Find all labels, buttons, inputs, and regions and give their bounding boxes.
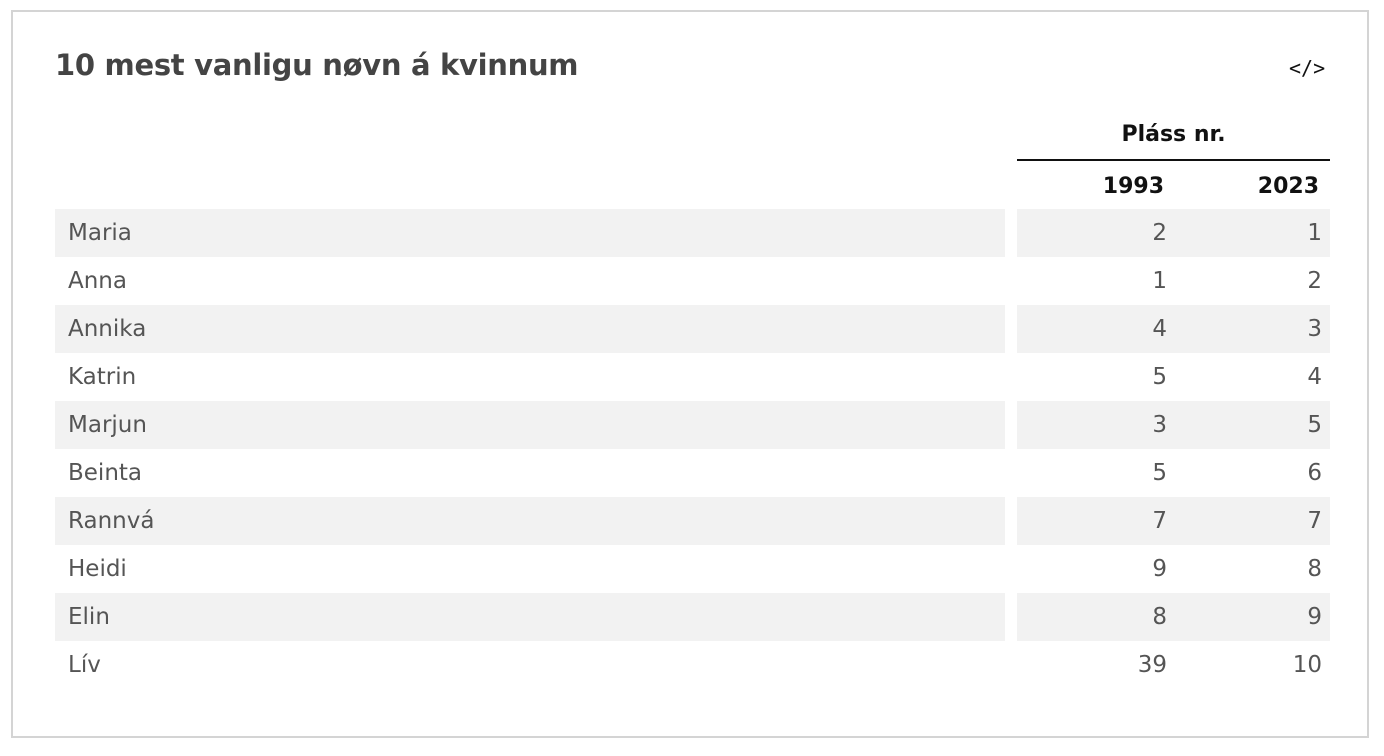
rank-2023-cell: 3 — [1307, 316, 1322, 342]
rank-2023-cell: 2 — [1307, 268, 1322, 294]
table-row: Elin 8 9 — [55, 593, 1330, 641]
rank-1993-cell: 4 — [1152, 316, 1167, 342]
group-header-divider — [1017, 159, 1330, 161]
column-header-1993: 1993 — [1102, 174, 1164, 199]
table-row: Rannvá 7 7 — [55, 497, 1330, 545]
table-row: Heidi 9 8 — [55, 545, 1330, 593]
name-cell: Maria — [55, 209, 1005, 257]
rank-2023-cell: 10 — [1292, 652, 1322, 678]
column-header-2023: 2023 — [1257, 174, 1319, 199]
code-embed-icon[interactable]: </> — [1289, 56, 1326, 80]
rank-1993-cell: 8 — [1152, 604, 1167, 630]
table-row: Marjun 3 5 — [55, 401, 1330, 449]
rank-1993-cell: 7 — [1152, 508, 1167, 534]
name-cell: Marjun — [55, 401, 1005, 449]
rank-2023-cell: 5 — [1307, 412, 1322, 438]
name-cell: Katrin — [68, 364, 137, 390]
rank-2023-cell: 8 — [1307, 556, 1322, 582]
name-cell: Rannvá — [55, 497, 1005, 545]
rank-1993-cell: 2 — [1152, 220, 1167, 246]
table-row: Annika 4 3 — [55, 305, 1330, 353]
table-row: Maria 2 1 — [55, 209, 1330, 257]
name-cell: Elin — [55, 593, 1005, 641]
name-cell: Heidi — [68, 556, 127, 582]
table-card: 10 mest vanligu nøvn á kvinnum </> Pláss… — [11, 10, 1369, 738]
rank-1993-cell: 39 — [1137, 652, 1167, 678]
name-cell: Beinta — [68, 460, 143, 486]
rank-2023-cell: 4 — [1307, 364, 1322, 390]
rank-2023-cell: 9 — [1307, 604, 1322, 630]
rank-2023-cell: 7 — [1307, 508, 1322, 534]
name-cell: Annika — [55, 305, 1005, 353]
name-cell: Anna — [68, 268, 127, 294]
table-row: Beinta 5 6 — [55, 449, 1330, 497]
rank-1993-cell: 3 — [1152, 412, 1167, 438]
table-row: Anna 1 2 — [55, 257, 1330, 305]
rank-1993-cell: 5 — [1152, 364, 1167, 390]
rank-2023-cell: 6 — [1307, 460, 1322, 486]
rank-2023-cell: 1 — [1307, 220, 1322, 246]
page-title: 10 mest vanligu nøvn á kvinnum — [55, 48, 579, 82]
column-group-header: Pláss nr. — [1121, 122, 1226, 147]
rank-cells: 39 10 — [1017, 641, 1330, 689]
rank-1993-cell: 9 — [1152, 556, 1167, 582]
name-cell: Lív — [68, 652, 101, 678]
rank-1993-cell: 1 — [1152, 268, 1167, 294]
table-row: Katrin 5 4 — [55, 353, 1330, 401]
table-row: Lív 39 10 — [55, 641, 1330, 689]
rank-1993-cell: 5 — [1152, 460, 1167, 486]
